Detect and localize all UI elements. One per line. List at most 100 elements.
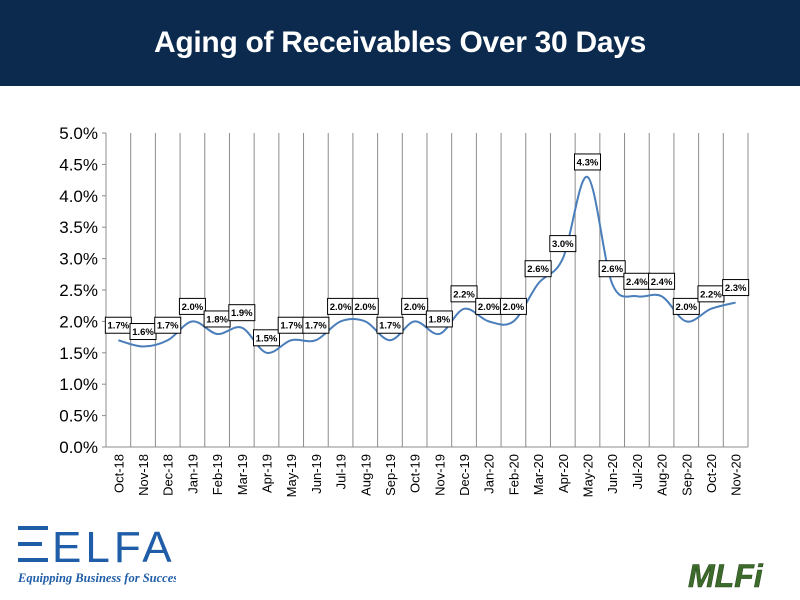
y-tick-label: 5.0% (59, 124, 98, 143)
x-tick-label: Nov-19 (432, 454, 447, 496)
data-label: 2.4% (648, 272, 676, 290)
data-label: 2.2% (450, 285, 478, 303)
x-tick-label: Oct-20 (704, 454, 719, 493)
vertical-gridlines (130, 133, 749, 447)
data-label-box (722, 279, 750, 297)
x-tick-label: May-20 (581, 454, 596, 497)
y-tick-label: 2.5% (59, 281, 98, 300)
x-tick-label: Jun-19 (309, 454, 324, 494)
x-tick-label: Mar-20 (531, 454, 546, 495)
data-label-text: 2.4% (626, 277, 648, 288)
data-label-text: 1.8% (429, 314, 451, 325)
data-label: 2.6% (524, 260, 552, 278)
x-tick-label: Sep-20 (679, 454, 694, 496)
data-label-box (648, 272, 676, 290)
data-label-text: 1.7% (305, 321, 327, 332)
x-tick-label: Apr-19 (260, 454, 275, 493)
data-label-text: 1.6% (132, 327, 154, 338)
data-label-box (253, 329, 280, 347)
data-label-box (376, 316, 404, 334)
data-label: 2.6% (598, 260, 626, 278)
data-label-box (549, 235, 577, 253)
data-label: 2.2% (697, 285, 725, 303)
data-label: 2.0% (327, 297, 355, 315)
data-label-text: 3.0% (552, 239, 574, 250)
data-label: 1.8% (203, 310, 231, 328)
data-label: 2.0% (475, 297, 503, 315)
data-label-box (154, 316, 182, 334)
data-label: 1.6% (129, 323, 157, 341)
data-label: 1.7% (302, 316, 330, 334)
elfa-tagline: Equipping Business for Success (17, 571, 176, 585)
y-tick-label: 0.0% (59, 438, 98, 457)
receivables-line-chart: 0.0% 0.5% 1.0% 1.5% 2.0% 2.5% 3.0% 3.5% 4.0% 4.5%… (59, 124, 750, 497)
data-label-text: 2.6% (527, 264, 549, 275)
data-label-text: 2.2% (453, 289, 475, 300)
x-tick-label: Feb-19 (210, 454, 225, 495)
data-label-text: 2.0% (330, 302, 352, 313)
data-label-box (598, 260, 626, 278)
data-label-text: 2.2% (700, 289, 722, 300)
data-label: 2.4% (623, 272, 651, 290)
title-banner: Aging of Receivables Over 30 Days (0, 0, 800, 86)
y-tick-label: 1.5% (59, 344, 98, 363)
x-tick-label: Jul-19 (334, 454, 349, 489)
data-label: 2.0% (401, 297, 429, 315)
data-label-text: 2.0% (478, 302, 500, 313)
x-tick-labels: Oct-18 Nov-18 Dec-18 Jan-19 Feb-19 Mar-19 Apr-… (111, 454, 743, 497)
data-label: 1.5% (253, 329, 280, 347)
x-tick-label: Dec-18 (161, 454, 176, 496)
x-tick-label: Oct-19 (408, 454, 423, 493)
mlfi-wordmark: MLFi (688, 558, 764, 593)
data-label-text: 2.0% (182, 302, 204, 313)
data-label: 2.0% (351, 297, 379, 315)
data-label-box (425, 310, 453, 328)
data-label-text: 1.7% (108, 321, 130, 332)
series-line (118, 175, 736, 354)
data-label-box (401, 297, 429, 315)
data-label-text: 4.3% (577, 157, 599, 168)
x-tick-label: Nov-20 (729, 454, 744, 496)
mlfi-logo: MLFi (688, 557, 788, 595)
data-label-text: 1.7% (379, 321, 401, 332)
x-tick-label: Sep-19 (383, 454, 398, 496)
y-tick-label: 0.5% (59, 407, 98, 426)
data-label: 3.0% (549, 235, 577, 253)
data-label: 1.7% (104, 316, 132, 334)
data-label-box (228, 304, 256, 322)
data-label-box (499, 297, 527, 315)
x-tick-label: Aug-20 (655, 454, 670, 496)
data-label-box (351, 297, 379, 315)
data-label-text: 1.8% (206, 314, 228, 325)
data-label: 1.7% (154, 316, 182, 334)
data-label-box (672, 297, 700, 315)
x-tick-label: Jan-19 (185, 454, 200, 494)
data-label-text: 2.3% (725, 283, 747, 294)
y-tick-label: 1.0% (59, 375, 98, 394)
y-tick-label: 3.0% (59, 250, 98, 269)
data-label-text: 2.0% (675, 302, 697, 313)
data-label: 2.0% (672, 297, 700, 315)
elfa-e-bars-icon (18, 526, 48, 562)
data-label-box (178, 297, 206, 315)
x-tick-label: Apr-20 (556, 454, 571, 493)
x-tick-label: Jun-20 (605, 454, 620, 494)
data-label-text: 2.0% (503, 302, 525, 313)
data-label-text: 2.0% (404, 302, 426, 313)
y-tick-label: 2.0% (59, 312, 98, 331)
data-label-text: 1.7% (280, 321, 302, 332)
y-tick-label: 4.0% (59, 187, 98, 206)
data-label: 1.8% (425, 310, 453, 328)
data-label-text: 2.4% (651, 277, 673, 288)
x-tick-label: Mar-19 (235, 454, 250, 495)
data-label: 2.3% (722, 279, 750, 297)
data-label-box (450, 285, 478, 303)
y-tick-labels: 0.0% 0.5% 1.0% 1.5% 2.0% 2.5% 3.0% 3.5% 4.0% 4.5%… (59, 124, 106, 457)
data-label-text: 1.7% (157, 321, 179, 332)
data-labels: 1.7%1.6%1.7%2.0%1.8%1.9%1.5%1.7% 1.7%2.0%… (104, 153, 750, 347)
x-tick-label: Oct-18 (111, 454, 126, 493)
elfa-logo: ELFA Equipping Business for Success (16, 520, 183, 590)
data-label-text: 2.0% (354, 302, 376, 313)
elfa-wordmark: ELFA (52, 523, 176, 572)
data-label-text: 1.5% (256, 333, 278, 344)
